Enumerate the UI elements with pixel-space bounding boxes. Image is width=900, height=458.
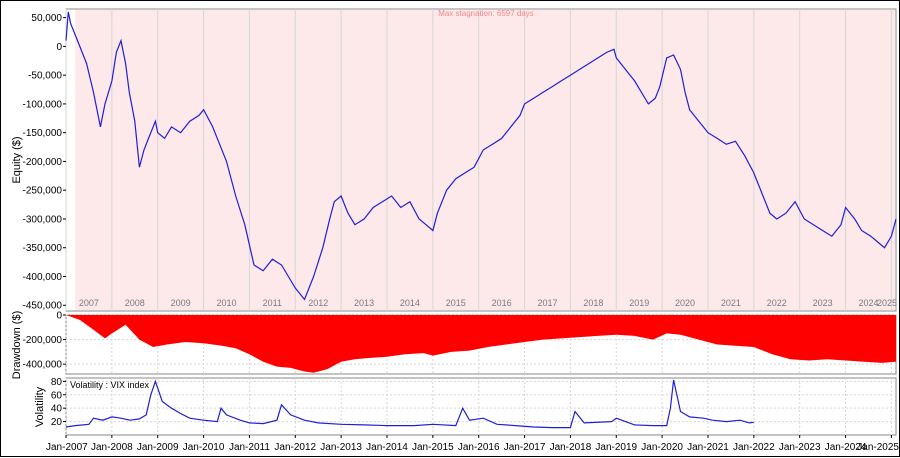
- y-tick-label: 0: [56, 42, 62, 53]
- x-tick-label: Jan-2015: [412, 442, 454, 453]
- year-label: 2008: [125, 298, 145, 308]
- year-label: 2009: [171, 298, 191, 308]
- x-tick-label: Jan-2025: [857, 442, 899, 453]
- x-tick-label: Jan-2012: [274, 442, 316, 453]
- x-tick-label: Jan-2024: [825, 442, 867, 453]
- x-tick-label: Jan-2007: [46, 442, 88, 453]
- year-label: 2016: [492, 298, 512, 308]
- volatility-plot-area: [65, 377, 897, 436]
- y-tick-label: 60: [51, 390, 63, 401]
- volatility-line: [65, 379, 754, 429]
- y-tick-label: -200,000: [23, 157, 63, 168]
- x-axis-date-ticks: Jan-2007 Jan-2008 Jan-2009 Jan-2010 Jan-2011…: [46, 435, 899, 453]
- drawdown-panel: 0 -200,000 -400,000 Drawdown ($): [11, 311, 897, 379]
- y-tick-label: -300,000: [23, 214, 63, 225]
- year-label: 2012: [308, 298, 328, 308]
- x-tick-label: Jan-2014: [366, 442, 408, 453]
- y-tick-label: -400,000: [23, 272, 63, 283]
- x-tick-label: Jan-2016: [458, 442, 500, 453]
- year-label: 2018: [583, 298, 603, 308]
- year-label: 2021: [721, 298, 741, 308]
- y-tick-label: -350,000: [23, 243, 63, 254]
- year-label: 2024: [858, 298, 878, 308]
- volatility-y-ticks: 80 60 40 20: [51, 377, 66, 428]
- equity-y-label: Equity ($): [11, 136, 23, 183]
- y-tick-label: 20: [51, 417, 63, 428]
- year-label: 2017: [537, 298, 557, 308]
- y-tick-label: -450,000: [23, 301, 63, 312]
- equity-line: [65, 11, 897, 301]
- y-tick-label: 0: [56, 311, 62, 322]
- year-label: 2013: [354, 298, 374, 308]
- x-tick-label: Jan-2017: [504, 442, 546, 453]
- volatility-panel: 80 60 40 20 Jan-2007 Jan-2008 Jan-2009 Jan-201…: [34, 377, 899, 453]
- x-tick-label: Jan-2020: [641, 442, 683, 453]
- x-tick-label: Jan-2023: [779, 442, 821, 453]
- x-tick-label: Jan-2022: [733, 442, 775, 453]
- y-tick-label: -50,000: [28, 71, 62, 82]
- drawdown-y-label: Drawdown ($): [11, 311, 23, 379]
- year-label: 2007: [79, 298, 99, 308]
- equity-year-labels: 2007 2008 2009 2010 2011 2012 2013 2014 2015 2016…: [79, 298, 897, 308]
- year-label: 2025: [877, 298, 897, 308]
- year-label: 2015: [446, 298, 466, 308]
- volatility-y-label: Volatility: [34, 386, 46, 427]
- x-tick-label: Jan-2013: [320, 442, 362, 453]
- year-label: 2020: [675, 298, 695, 308]
- y-tick-label: 40: [51, 404, 63, 415]
- year-label: 2010: [216, 298, 236, 308]
- y-tick-label: -200,000: [23, 335, 63, 346]
- stagnation-shade: [75, 10, 896, 310]
- x-tick-label: Jan-2018: [550, 442, 592, 453]
- y-tick-label: -100,000: [23, 99, 63, 110]
- x-tick-label: Jan-2011: [229, 442, 270, 453]
- volatility-legend: Volatility : VIX index: [70, 380, 150, 390]
- x-tick-label: Jan-2009: [137, 442, 179, 453]
- year-label: 2019: [629, 298, 649, 308]
- y-tick-label: -400,000: [23, 360, 63, 371]
- x-tick-label: Jan-2021: [687, 442, 729, 453]
- x-tick-label: Jan-2019: [595, 442, 637, 453]
- y-tick-label: -150,000: [23, 128, 63, 139]
- x-tick-label: Jan-2008: [91, 442, 133, 453]
- year-label: 2011: [263, 298, 282, 308]
- x-tick-label: Jan-2010: [183, 442, 225, 453]
- y-tick-label: 80: [51, 377, 63, 388]
- equity-gridlines: [65, 9, 892, 311]
- drawdown-y-ticks: 0 -200,000 -400,000: [23, 311, 66, 371]
- equity-y-ticks: 50,000 0 -50,000 -100,000 -150,000 -200,000 -2…: [23, 13, 66, 312]
- drawdown-area: [66, 315, 896, 373]
- y-tick-label: -250,000: [23, 186, 63, 197]
- year-label: 2023: [813, 298, 833, 308]
- equity-panel: 2007 2008 2009 2010 2011 2012 2013 2014 2015 2016…: [11, 8, 897, 312]
- year-label: 2022: [767, 298, 787, 308]
- y-tick-label: 50,000: [31, 13, 62, 24]
- year-label: 2014: [400, 298, 420, 308]
- stagnation-annotation: Max stagnation: 6597 days: [438, 9, 534, 18]
